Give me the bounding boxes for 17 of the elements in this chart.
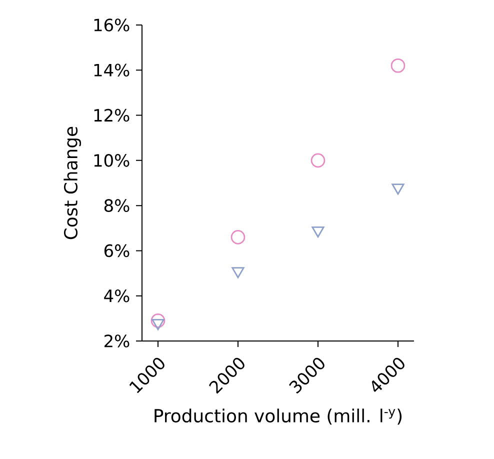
y-tick-label: 12% [94,108,130,122]
point [312,226,324,238]
point [310,153,326,168]
point [230,230,246,244]
y-tick-label: 6% [104,244,130,258]
y-tick-label: 14% [94,64,130,77]
y-tick-label: 10% [94,154,130,167]
point [232,267,244,278]
point [392,184,404,195]
y-tick-label: 2% [104,334,130,348]
y-tick-label: 8% [104,199,130,212]
x-axis-title: Production volume (mill. l$^{-y}$) [154,408,402,425]
point [390,58,406,73]
y-tick-label: 4% [104,289,130,302]
y-tick-label: 16% [94,18,130,32]
point [152,319,164,330]
y-axis-title: Cost Change [64,126,82,240]
